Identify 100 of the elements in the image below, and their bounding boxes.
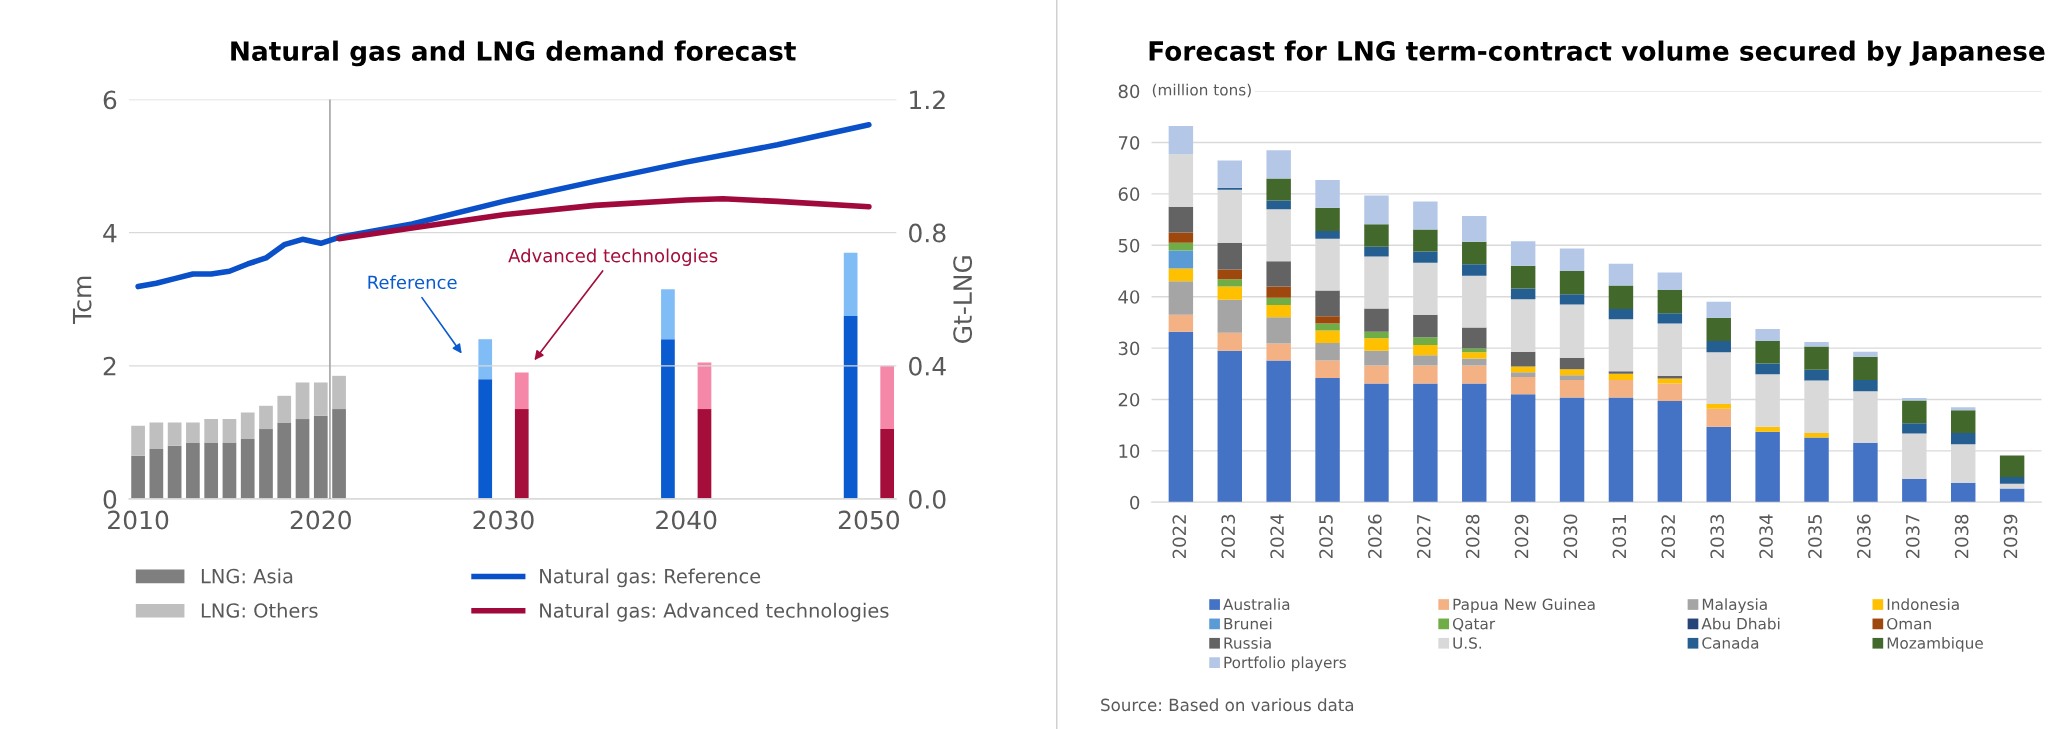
legend-label: Indonesia bbox=[1887, 598, 1959, 611]
legend-label: Natural gas: Advanced technologies bbox=[540, 602, 889, 622]
bar bbox=[1364, 331, 1389, 339]
bar bbox=[1315, 342, 1340, 361]
bar bbox=[1951, 407, 1976, 411]
bar bbox=[1217, 332, 1242, 351]
bar bbox=[1413, 251, 1438, 263]
bar bbox=[1217, 299, 1242, 333]
x-tick-label: 2033 bbox=[1710, 514, 1724, 559]
bar bbox=[131, 425, 145, 456]
bar bbox=[697, 409, 712, 499]
bar bbox=[1168, 250, 1194, 269]
bar bbox=[240, 412, 255, 440]
bar bbox=[1217, 279, 1242, 287]
bar bbox=[1706, 426, 1731, 503]
y-tick-label: 20 bbox=[1118, 392, 1140, 407]
bar bbox=[1217, 242, 1242, 270]
y-axis-title: (million tons) bbox=[1152, 83, 1251, 98]
legend-label: Canada bbox=[1702, 637, 1759, 649]
bar bbox=[1804, 341, 1829, 347]
bar bbox=[1315, 323, 1340, 331]
bar bbox=[1266, 261, 1291, 287]
bar bbox=[697, 362, 712, 410]
x-tick-label: 2040 bbox=[656, 510, 717, 530]
bar bbox=[1266, 360, 1291, 503]
y2-tick-label: 0.4 bbox=[909, 356, 946, 376]
x-tick-label: 2034 bbox=[1759, 514, 1773, 559]
bar bbox=[1315, 360, 1340, 378]
legend-label: Oman bbox=[1887, 617, 1931, 630]
bar bbox=[1413, 229, 1438, 252]
bar bbox=[1804, 369, 1829, 381]
y-tick-label: 60 bbox=[1118, 187, 1140, 202]
bar bbox=[661, 289, 675, 340]
x-tick-label: 2020 bbox=[290, 510, 351, 530]
bar bbox=[1608, 263, 1634, 286]
legend-label: Abu Dhabi bbox=[1701, 617, 1780, 630]
y2-tick-label: 0.0 bbox=[909, 489, 946, 509]
bar bbox=[1755, 329, 1780, 341]
bar bbox=[1804, 346, 1829, 370]
bar bbox=[1413, 383, 1438, 503]
y-tick-label: 6 bbox=[103, 90, 117, 110]
bar bbox=[1999, 477, 2025, 484]
y-tick-label: 40 bbox=[1118, 290, 1140, 304]
x-tick-label: 2030 bbox=[1563, 514, 1578, 559]
bar bbox=[1364, 246, 1389, 257]
x-tick-label: 2024 bbox=[1270, 514, 1284, 559]
bar bbox=[1462, 352, 1487, 359]
bar bbox=[1657, 313, 1683, 324]
y-tick-label: 80 bbox=[1118, 84, 1140, 99]
bar bbox=[1462, 358, 1487, 366]
bar bbox=[1853, 442, 1878, 503]
x-tick-label: 2038 bbox=[1954, 514, 1969, 559]
bar bbox=[204, 442, 219, 499]
bar bbox=[1364, 338, 1389, 351]
y-axis-title: Tcm bbox=[72, 276, 92, 324]
legend-label: Mozambique bbox=[1887, 637, 1983, 652]
bar bbox=[1462, 365, 1487, 384]
bar bbox=[1706, 340, 1731, 353]
bar bbox=[1559, 379, 1585, 398]
x-tick-label: 2037 bbox=[1905, 514, 1920, 559]
bar bbox=[1510, 241, 1536, 266]
legend-label: Portfolio players bbox=[1224, 656, 1346, 672]
bar bbox=[1608, 285, 1634, 310]
x-tick-label: 2025 bbox=[1319, 514, 1333, 559]
bar bbox=[167, 445, 182, 499]
bar bbox=[1364, 308, 1389, 332]
bar bbox=[1413, 355, 1438, 366]
bar bbox=[1853, 379, 1878, 392]
bar bbox=[167, 422, 182, 446]
bar bbox=[880, 429, 895, 499]
bar bbox=[332, 409, 346, 499]
x-tick-label: 2035 bbox=[1808, 514, 1822, 559]
y-tick-label: 0 bbox=[103, 489, 117, 509]
y-tick-label: 70 bbox=[1118, 135, 1140, 150]
bar bbox=[1217, 286, 1242, 300]
chart-title: Natural gas and LNG demand forecast bbox=[231, 40, 796, 67]
bar bbox=[1266, 297, 1291, 305]
bar bbox=[1510, 288, 1536, 300]
bar bbox=[259, 429, 273, 499]
legend-label: Australia bbox=[1223, 598, 1290, 611]
bar bbox=[1462, 216, 1487, 242]
bar bbox=[131, 455, 145, 499]
bar bbox=[1657, 378, 1683, 384]
bar bbox=[1413, 365, 1438, 384]
x-tick-label: 2026 bbox=[1368, 514, 1382, 559]
bar bbox=[1902, 478, 1927, 503]
bar bbox=[1315, 230, 1340, 239]
bar bbox=[1706, 301, 1731, 318]
bar bbox=[1168, 281, 1194, 315]
bar bbox=[1413, 345, 1438, 356]
bar bbox=[1706, 404, 1731, 409]
legend-label: U.S. bbox=[1453, 637, 1482, 649]
bar bbox=[1413, 201, 1438, 230]
bar bbox=[1853, 356, 1878, 380]
bar bbox=[1266, 200, 1291, 210]
bar bbox=[1364, 365, 1389, 384]
bar bbox=[1951, 482, 1976, 503]
x-tick-label: 2029 bbox=[1514, 514, 1529, 559]
bar bbox=[843, 315, 858, 499]
bar bbox=[1364, 350, 1389, 366]
